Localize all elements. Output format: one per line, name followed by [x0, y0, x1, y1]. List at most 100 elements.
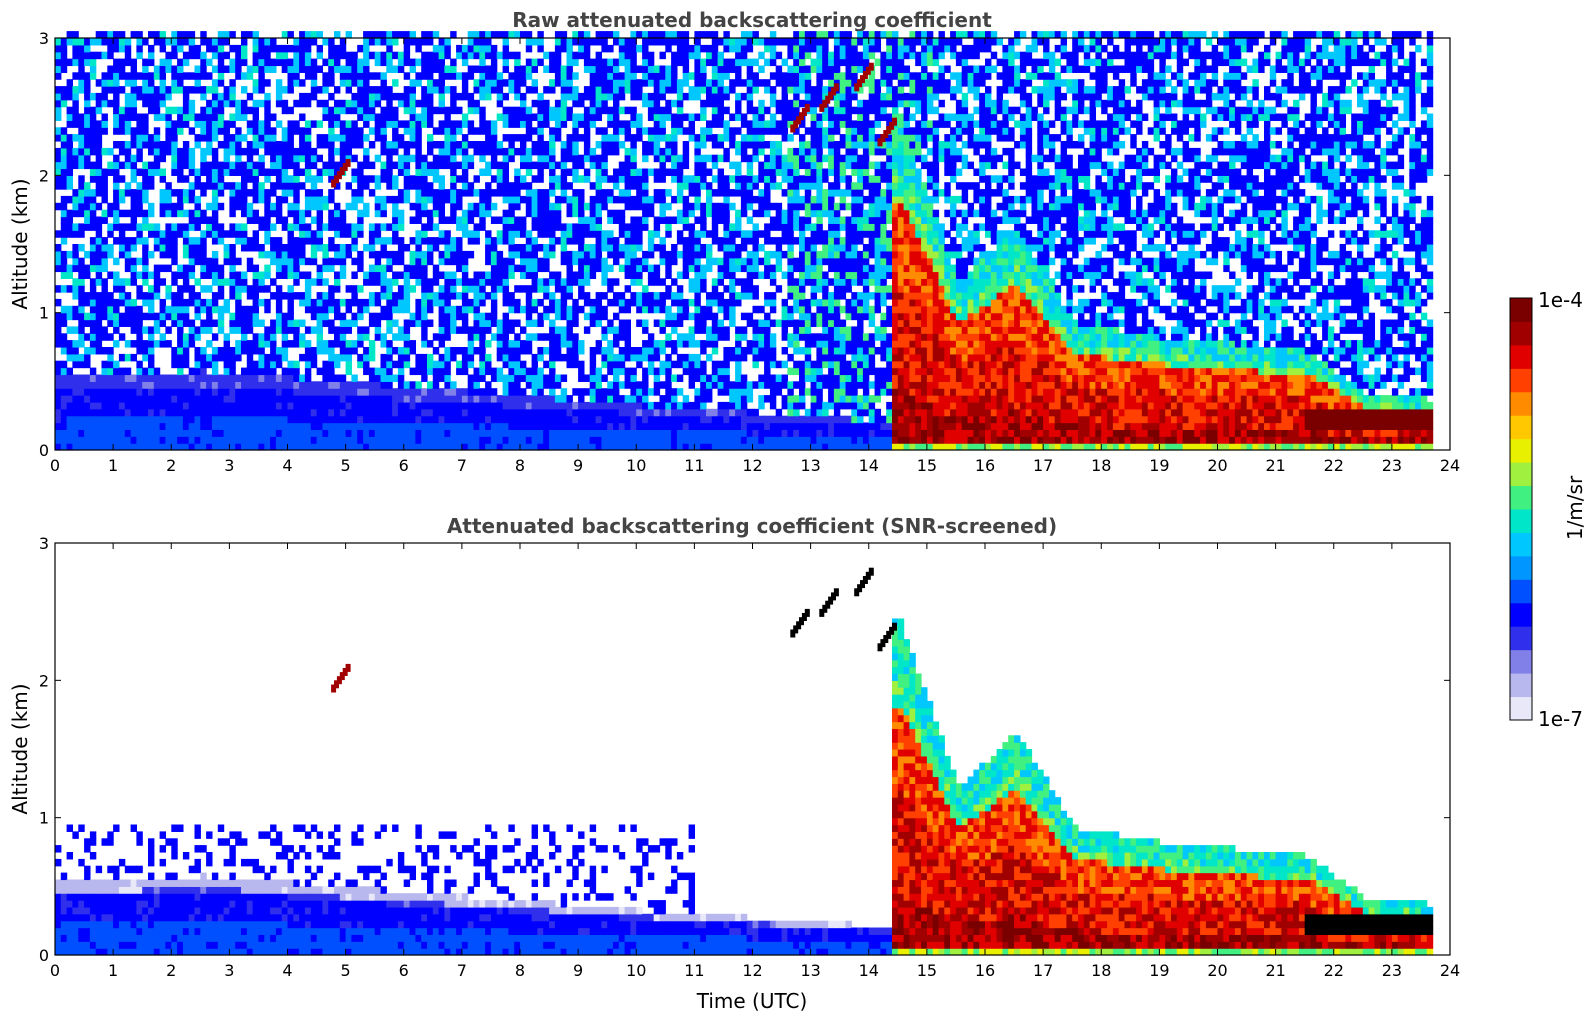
heat-cell: [246, 285, 254, 293]
heat-cell: [490, 79, 498, 87]
heat-cell: [421, 285, 428, 293]
heat-cell: [217, 72, 225, 80]
heat-cell: [647, 134, 655, 142]
heat-cell: [682, 436, 690, 444]
heat-cell: [84, 415, 91, 424]
heat-cell: [72, 326, 79, 334]
heat-cell: [334, 31, 341, 39]
heat-cell: [241, 175, 248, 183]
heat-cell: [374, 415, 382, 424]
heat-cell: [345, 223, 353, 231]
heat-cell: [345, 141, 353, 149]
heat-cell: [578, 388, 585, 396]
heat-cell: [60, 223, 68, 231]
heat-cell: [595, 209, 603, 218]
heat-cell: [514, 195, 521, 204]
heat-cell: [357, 436, 364, 444]
heat-cell: [270, 237, 277, 245]
heat-cell: [130, 113, 138, 121]
heat-cell: [485, 161, 492, 170]
heat-cell: [421, 72, 428, 80]
heat-cell: [258, 347, 265, 355]
heat-cell: [589, 161, 597, 170]
heat-cell: [653, 141, 661, 149]
heat-cell: [357, 175, 364, 183]
heat-cell: [293, 99, 300, 108]
heat-cell: [392, 31, 399, 39]
heat-cell: [613, 79, 620, 87]
heat-cell: [316, 312, 324, 321]
heat-cell: [409, 443, 417, 451]
heat-cell: [206, 360, 213, 369]
heat-cell: [572, 360, 579, 369]
heat-cell: [206, 340, 213, 348]
heat-cell: [450, 161, 457, 170]
heat-cell: [182, 415, 190, 424]
heat-cell: [618, 58, 626, 67]
heat-cell: [78, 113, 85, 121]
heat-cell: [200, 388, 207, 396]
heat-cell: [194, 443, 201, 451]
heat-cell: [490, 305, 498, 314]
heat-cell: [595, 79, 603, 87]
heat-cell: [374, 264, 382, 273]
heat-cell: [252, 230, 260, 238]
heat-cell: [182, 51, 190, 60]
heat-cell: [438, 388, 446, 396]
heat-cell: [572, 141, 579, 149]
heat-cell: [136, 168, 143, 176]
heat-cell: [60, 367, 68, 376]
heat-cell: [351, 189, 358, 197]
heat-cell: [241, 38, 248, 46]
heat-cell: [490, 161, 498, 170]
heat-cell: [630, 154, 637, 163]
heat-cell: [223, 92, 231, 101]
heat-cell: [89, 298, 97, 307]
heat-cell: [351, 65, 358, 73]
heat-cell: [479, 216, 486, 224]
heat-cell: [182, 175, 190, 183]
heat-cell: [136, 347, 143, 355]
heat-cell: [624, 415, 632, 424]
heat-cell: [467, 51, 475, 60]
heat-cell: [84, 86, 91, 94]
heat-cell: [55, 250, 62, 259]
heat-cell: [113, 271, 120, 279]
heat-cell: [334, 305, 341, 314]
heat-cell: [560, 99, 568, 108]
heat-cell: [502, 374, 510, 382]
heat-cell: [514, 429, 521, 437]
heat-cell: [153, 367, 161, 376]
heat-cell: [682, 237, 690, 245]
heat-cell: [345, 319, 353, 327]
heat-cell: [351, 51, 358, 60]
heat-cell: [316, 134, 324, 142]
heat-cell: [578, 31, 585, 39]
heat-cell: [421, 113, 428, 121]
heat-cell: [159, 244, 167, 252]
heat-cell: [136, 401, 143, 410]
heat-cell: [595, 65, 603, 73]
heat-cell: [66, 147, 74, 156]
heat-cell: [101, 189, 108, 197]
heat-cell: [566, 360, 573, 369]
heat-cell: [334, 436, 341, 444]
heat-cell: [200, 353, 207, 362]
heat-cell: [485, 189, 492, 197]
heat-cell: [60, 182, 68, 190]
heat-cell: [101, 127, 108, 135]
heat-cell: [659, 120, 666, 128]
heat-cell: [438, 182, 446, 190]
heat-cell: [368, 127, 376, 135]
heat-cell: [252, 312, 260, 321]
heat-cell: [380, 285, 387, 293]
heat-cell: [211, 395, 219, 403]
heat-cell: [560, 223, 568, 231]
heat-cell: [368, 230, 376, 238]
heat-cell: [514, 401, 521, 410]
heat-cell: [328, 120, 335, 128]
heat-cell: [252, 264, 260, 273]
heat-cell: [107, 168, 114, 176]
heat-cell: [409, 154, 417, 163]
heat-cell: [357, 195, 364, 204]
